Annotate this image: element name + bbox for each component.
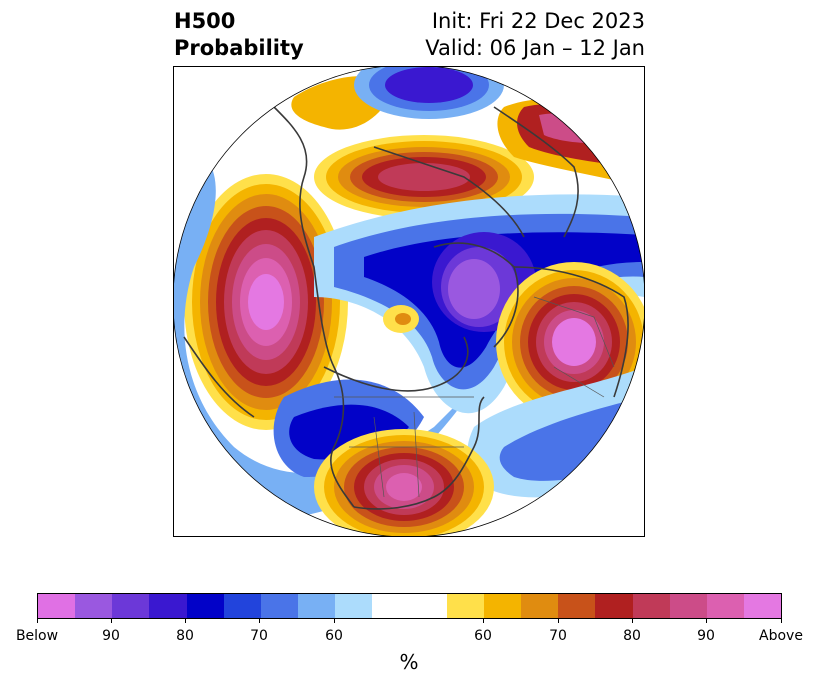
- colorbar-tick-mark: [37, 619, 38, 623]
- colorbar-tick-mark: [259, 619, 260, 623]
- colorbar-segment: [446, 594, 484, 618]
- colorbar-tick-label: 60: [474, 628, 492, 644]
- title-right: Init: Fri 22 Dec 2023 Valid: 06 Jan – 12…: [425, 8, 645, 62]
- anomaly-hudson-above: [314, 135, 534, 219]
- colorbar-segment: [75, 594, 113, 618]
- colorbar-segment: [112, 594, 150, 618]
- colorbar-tick-label: 60: [325, 628, 343, 644]
- colorbar-segment: [409, 594, 447, 618]
- colorbar-segment: [298, 594, 336, 618]
- colorbar-segment: [223, 594, 261, 618]
- colorbar-segment: [669, 594, 707, 618]
- colorbar-segment: [38, 594, 76, 618]
- colorbar-segment: [260, 594, 299, 618]
- colorbar-tick-label: 90: [102, 628, 120, 644]
- anomaly-southeast-us-above: [314, 429, 494, 536]
- title-left: H500 Probability: [174, 8, 304, 62]
- map-frame: [173, 66, 645, 537]
- colorbar-segment: [372, 594, 410, 618]
- colorbar-tick-mark: [632, 619, 633, 623]
- colorbar: [37, 593, 782, 619]
- colorbar-tick-label: 80: [623, 628, 641, 644]
- colorbar-tick-label: 70: [250, 628, 268, 644]
- title-product: Probability: [174, 36, 304, 60]
- colorbar-tick-mark: [706, 619, 707, 623]
- colorbar-tick-mark: [483, 619, 484, 623]
- colorbar-tick-label: Above: [759, 628, 803, 644]
- colorbar-tick-mark: [185, 619, 186, 623]
- colorbar-tick-mark: [781, 619, 782, 623]
- colorbar-segment: [632, 594, 670, 618]
- colorbar-segment: [186, 594, 224, 618]
- colorbar-segment: [595, 594, 633, 618]
- anomaly-siberia-below: [354, 67, 504, 119]
- colorbar-segment: [706, 594, 744, 618]
- colorbar-tick-label: 80: [176, 628, 194, 644]
- colorbar-tick-mark: [558, 619, 559, 623]
- colorbar-tick-label: Below: [15, 628, 59, 644]
- coastlines: [183, 106, 629, 510]
- colorbar-tick-label: 90: [697, 628, 715, 644]
- colorbar-segment: [558, 594, 596, 618]
- init-date: Init: Fri 22 Dec 2023: [431, 9, 645, 33]
- colorbar-segment: [521, 594, 559, 618]
- colorbar-segment: [483, 594, 522, 618]
- colorbar-unit: %: [399, 650, 419, 674]
- probability-map: [174, 67, 644, 536]
- title-variable: H500: [174, 9, 236, 33]
- colorbar-tick-label: 70: [549, 628, 567, 644]
- valid-period: Valid: 06 Jan – 12 Jan: [425, 36, 645, 60]
- colorbar-segment: [335, 594, 373, 618]
- colorbar-tick-mark: [111, 619, 112, 623]
- anomaly-alaska-above: [184, 174, 348, 430]
- colorbar-segment: [149, 594, 187, 618]
- colorbar-segment: [743, 594, 782, 618]
- borders: [334, 296, 615, 498]
- colorbar-tick-mark: [334, 619, 335, 623]
